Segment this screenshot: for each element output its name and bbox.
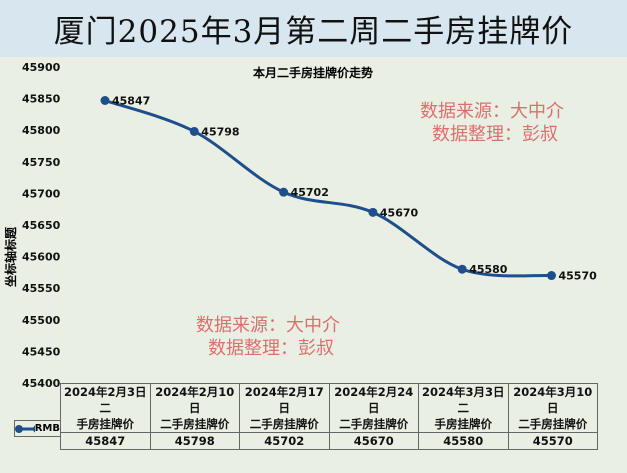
legend-line-marker-icon: [15, 424, 35, 433]
header-line: 2024年2月17日: [244, 385, 324, 415]
line-chart: 本月二手房挂牌价走势 坐标轴标题 45900 45850 45800 45750 457…: [3, 61, 598, 390]
data-label: 45580: [469, 263, 508, 276]
header-line: 2024年3月10日: [513, 385, 593, 415]
header-line: 2024年3月3日二: [421, 385, 505, 415]
header-line: 2024年2月10日: [155, 385, 235, 415]
table-header-cell: 2024年3月3日二手房挂牌价: [418, 383, 509, 433]
series-line: [104, 99, 552, 278]
watermark-author-2: 数据整理：彭叔: [208, 338, 334, 359]
data-label: 45702: [291, 186, 329, 199]
table-value-cell: 45570: [507, 432, 598, 450]
watermark-source-2: 数据来源：大中介: [196, 315, 340, 336]
data-point: [189, 126, 199, 136]
data-label: 45670: [380, 206, 419, 219]
data-point: [100, 95, 110, 105]
y-tick-label: 45850: [22, 93, 61, 106]
data-point: [279, 187, 289, 197]
table-value-cell: 45847: [60, 432, 151, 450]
table-header-cell: 2024年2月10日二手房挂牌价: [149, 383, 240, 433]
table-header-cell: 2024年2月17日二手房挂牌价: [239, 383, 330, 433]
header-line: 手房挂牌价: [434, 417, 493, 431]
header-line: 二手房挂牌价: [518, 417, 588, 431]
chart-title: 本月二手房挂牌价走势: [253, 65, 373, 80]
header-line: 二手房挂牌价: [160, 417, 230, 431]
table-header-cell: 2024年2月24日二手房挂牌价: [328, 383, 419, 433]
title-band: 厦门2025年3月第二周二手房挂牌价: [0, 0, 627, 57]
header-line: 2024年2月3日二: [63, 385, 147, 415]
header-line: 手房挂牌价: [76, 417, 135, 431]
legend-series-name: RMB: [34, 423, 60, 434]
y-tick-label: 45800: [22, 124, 61, 137]
watermark-author: 数据整理：彭叔: [432, 124, 558, 145]
header-line: 二手房挂牌价: [339, 417, 409, 431]
data-label: 45570: [559, 270, 598, 283]
y-tick-label: 45450: [22, 345, 61, 358]
y-tick-label: 45750: [22, 156, 61, 169]
table-header-cell: 2024年2月3日二手房挂牌价: [60, 383, 151, 433]
data-point: [368, 207, 378, 217]
page-title: 厦门2025年3月第二周二手房挂牌价: [53, 14, 574, 50]
watermark-source: 数据来源：大中介: [420, 101, 564, 122]
table-value-cell: 45670: [328, 432, 419, 450]
data-point: [547, 271, 556, 281]
table-value-cell: 45702: [239, 432, 330, 450]
y-tick-label: 45500: [22, 314, 61, 327]
y-axis-title: 坐标轴标题: [3, 226, 18, 287]
table-value-cell: 45798: [149, 432, 240, 450]
y-tick-label: 45900: [22, 61, 61, 74]
header-line: 二手房挂牌价: [249, 417, 319, 431]
table-header-cell: 2024年3月10日二手房挂牌价: [507, 383, 598, 433]
data-label: 45798: [201, 125, 239, 138]
data-point: [457, 264, 467, 274]
header-line: 2024年2月24日: [334, 385, 414, 415]
y-tick-label: 45400: [22, 377, 61, 390]
table-value-cell: 45580: [418, 432, 509, 450]
y-tick-label: 45550: [22, 282, 61, 295]
y-tick-label: 45650: [22, 219, 61, 232]
legend-key: RMB: [14, 420, 60, 437]
y-tick-label: 45700: [22, 187, 61, 200]
y-tick-label: 45600: [22, 251, 61, 264]
data-label: 45847: [112, 94, 150, 107]
data-table: 2024年2月3日二 手房挂牌价 2024年2月10日 二手房挂牌价 2024年2月17…: [60, 383, 598, 450]
